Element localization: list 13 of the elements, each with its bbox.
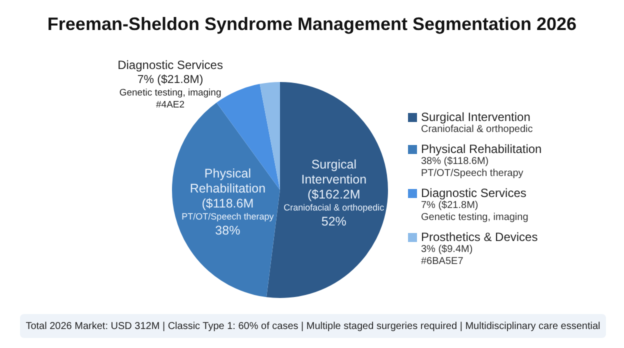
text: 7% ($21.8M) Genetic testing, imaging [421,200,530,224]
legend-label: Diagnostic Services [421,186,526,200]
legend-label: Prosthetics & Devices [421,230,538,244]
text: Surgical Intervention ($162.2M Craniofacial & orthopedic 52% [284,157,385,228]
text: 38% ($118.6M) PT/OT/Speech therapy [421,156,524,180]
legend-label: Physical Rehabilitation [421,142,542,156]
text: Diagnostic Services 7% ($21.8M) Genetic testing, imaging #4AE2 [118,58,223,110]
legend-label: Surgical Intervention [421,110,530,124]
text: Total 2026 Market: USD 312M | Classic Type 1: 60% of cases | Multiple staged surgeries required | Multidisciplinary care essential [20,314,606,338]
chart-title: Freeman-Sheldon Syndrome Management Segmentation 2026 [46,14,578,35]
text: Physical Rehabilitation ($118.6M PT/OT/Speech therapy 38% [182,166,274,238]
text: Craniofacial & orthopedic [421,124,534,136]
text: 3% ($9.4M) #6BA5E7 [421,244,474,268]
